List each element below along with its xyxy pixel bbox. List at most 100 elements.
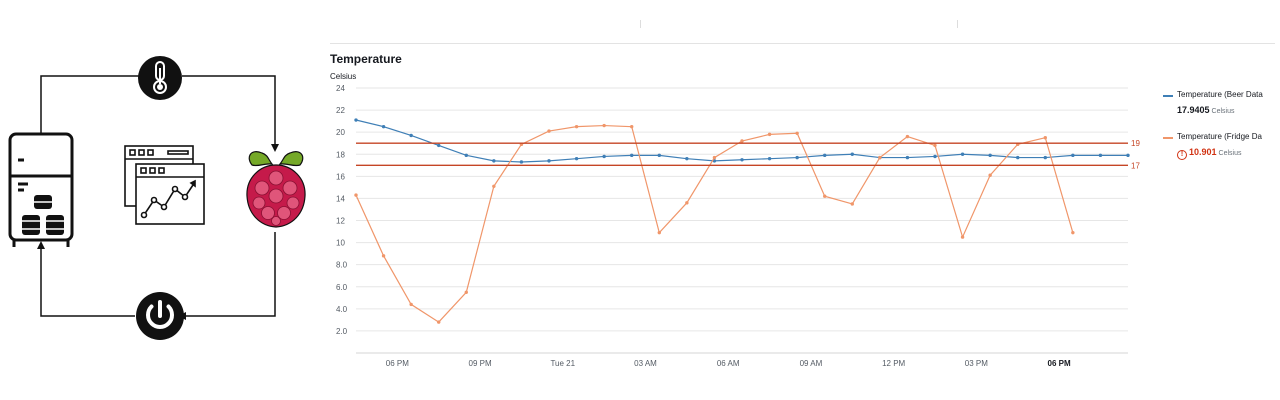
data-point-beer [602, 154, 606, 159]
x-tick-label: 12 PM [882, 359, 905, 368]
y-tick-label: 6.0 [336, 283, 348, 292]
data-point-beer [933, 154, 937, 159]
chart-legend: Temperature (Beer Data 17.9405 Celsius Te… [1163, 90, 1280, 174]
data-point-fridge [823, 194, 827, 198]
data-point-beer [988, 153, 992, 158]
legend-name-beer: Temperature (Beer Data [1177, 90, 1263, 99]
data-point-beer [519, 160, 524, 164]
x-tick-label: 03 PM [965, 359, 988, 368]
x-tick-label: 06 AM [717, 359, 740, 368]
data-point-fridge [547, 129, 551, 133]
y-tick-label: 16 [336, 172, 345, 181]
data-point-beer [630, 153, 634, 158]
arrowhead-to-pi [271, 144, 279, 152]
y-tick-label: 18 [336, 150, 345, 159]
legend-swatch-fridge [1163, 137, 1173, 139]
data-point-fridge [657, 230, 661, 235]
y-tick-label: 20 [336, 128, 345, 137]
data-point-fridge [960, 235, 965, 239]
data-point-beer [574, 156, 579, 161]
data-point-fridge [850, 202, 854, 206]
legend-swatch-beer [1163, 95, 1173, 97]
legend-value-row-beer: 17.9405 Celsius [1177, 100, 1280, 118]
power-icon [136, 292, 184, 340]
data-point-beer [381, 124, 386, 129]
connector-power-to-fridge [40, 248, 135, 317]
keg-right [46, 215, 64, 235]
x-tick-label: 09 AM [800, 359, 823, 368]
data-point-beer [437, 143, 441, 148]
legend-unit-fridge: Celsius [1218, 150, 1242, 157]
chart-title: Temperature [330, 52, 402, 66]
data-point-fridge [1071, 230, 1075, 235]
data-point-fridge [795, 131, 799, 135]
data-point-fridge [905, 134, 910, 139]
x-tick-label: 06 PM [386, 359, 409, 368]
y-tick-label: 24 [336, 84, 345, 93]
data-point-beer [409, 133, 413, 138]
data-point-fridge [381, 254, 386, 258]
data-point-beer [767, 156, 772, 161]
raspberry-pi-icon [246, 151, 306, 228]
temperature-line-chart[interactable]: 24 22 20 18 16 14 12 10 8.0 6.0 4.0 2.0 06 PM 09 PM Tu… [320, 0, 1160, 400]
x-tick-label: 03 AM [634, 359, 657, 368]
data-point-fridge [602, 123, 606, 128]
top-divider [330, 43, 1275, 44]
data-point-fridge [492, 184, 496, 188]
series-line-fridge [355, 124, 1074, 323]
data-point-fridge [685, 201, 689, 205]
top-divider-tick [640, 20, 641, 28]
thermometer-icon [138, 56, 182, 100]
top-divider-tick [957, 20, 958, 28]
legend-item-beer[interactable]: Temperature (Beer Data 17.9405 Celsius [1163, 90, 1280, 118]
data-point-fridge [878, 155, 882, 160]
architecture-diagram [8, 56, 306, 340]
legend-name-fridge: Temperature (Fridge Da [1177, 132, 1262, 141]
connector-fridge-to-thermometer [40, 75, 140, 133]
data-point-fridge [630, 124, 634, 129]
threshold-label: 19 [1131, 139, 1140, 148]
connector-lines [40, 75, 276, 317]
data-point-beer [354, 118, 358, 122]
data-point-fridge [574, 124, 579, 129]
arrowhead-to-fridge [37, 241, 45, 249]
keg-left [22, 215, 40, 235]
y-tick-label: 8.0 [336, 261, 348, 270]
y-tick-label: 2.0 [336, 327, 348, 336]
data-point-beer [1098, 153, 1103, 158]
legend-value-beer: 17.9405 [1177, 105, 1210, 115]
threshold-label: 17 [1131, 161, 1140, 170]
data-point-fridge [767, 132, 772, 137]
data-point-beer [547, 159, 551, 163]
data-point-beer [657, 153, 661, 158]
data-point-beer [1016, 155, 1020, 160]
data-point-fridge [409, 302, 413, 307]
data-point-fridge [437, 320, 441, 324]
x-tick-label: 09 PM [469, 359, 492, 368]
data-point-fridge [988, 173, 992, 177]
data-point-fridge [464, 290, 468, 294]
data-point-fridge [933, 143, 937, 148]
data-point-beer [1043, 155, 1047, 160]
data-point-beer [740, 158, 744, 162]
x-tick-label: Tue 21 [550, 359, 575, 368]
data-point-beer [685, 156, 689, 161]
data-point-fridge [740, 139, 744, 143]
data-point-fridge [712, 155, 717, 160]
data-point-beer [1071, 153, 1075, 158]
legend-value-fridge: 10.901 [1189, 147, 1217, 157]
data-point-beer [464, 153, 468, 158]
data-point-fridge [1043, 135, 1047, 140]
data-point-beer [823, 153, 827, 158]
data-point-beer [492, 159, 496, 163]
data-point-beer [850, 152, 854, 156]
data-point-beer [795, 155, 799, 160]
data-point-beer [905, 155, 910, 160]
chart-panel: Temperature Celsius 24 22 20 18 16 14 12 10 8.0 6… [320, 0, 1280, 400]
y-tick-label: 4.0 [336, 305, 348, 314]
legend-item-fridge[interactable]: Temperature (Fridge Da ! 10.901 Celsius [1163, 132, 1280, 160]
connector-pi-to-power [185, 232, 276, 317]
x-tick-label: 06 PM [1048, 359, 1071, 368]
data-point-beer [1126, 153, 1130, 158]
dashboard-window-icon [124, 145, 205, 225]
